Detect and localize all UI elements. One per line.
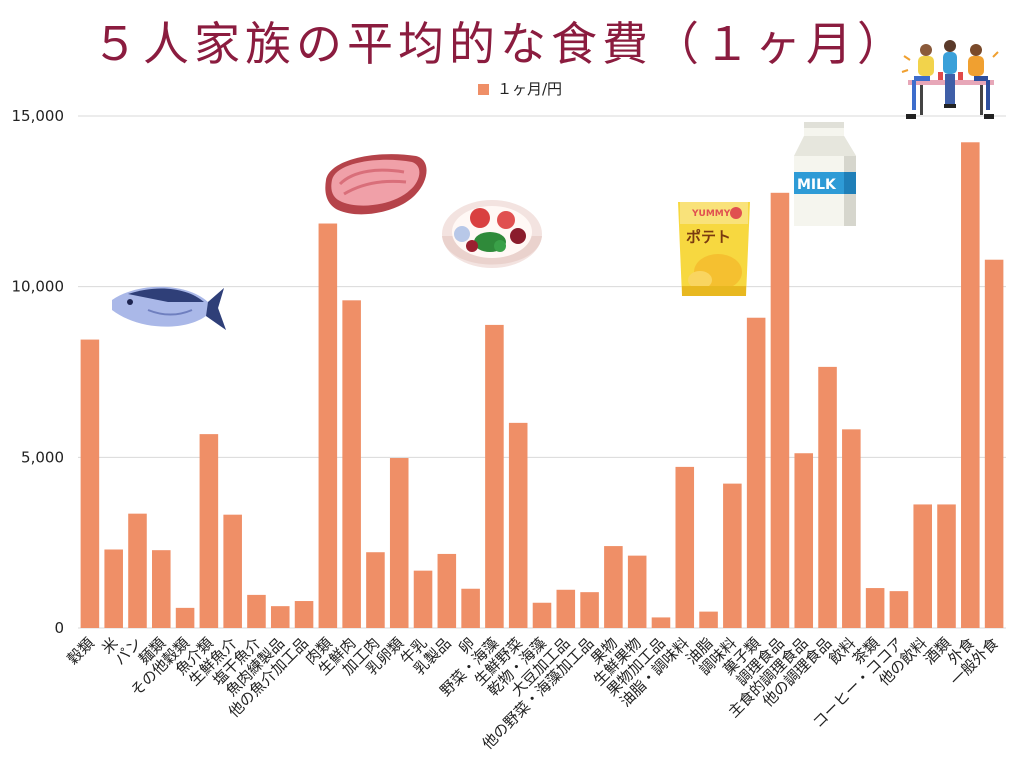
milk-label: MILK	[797, 177, 837, 193]
bar-29	[770, 192, 790, 629]
chart-title: ５人家族の平均的な食費（１ヶ月）	[92, 17, 908, 71]
bar-24	[651, 617, 671, 628]
salad-bowl-icon	[442, 200, 542, 268]
bar-25	[675, 466, 695, 628]
bar-19	[532, 602, 552, 628]
bar-22	[604, 546, 623, 628]
x-axis-ticks: 穀類 米パン麺類その他穀類魚介類生鮮魚介塩干魚介魚肉練製品他の魚介加工品肉類生鮮肉…	[64, 634, 1002, 753]
potato-chips-icon: YUMMY ポテト	[678, 202, 750, 296]
steak-icon	[325, 154, 427, 215]
bar-3	[152, 550, 171, 628]
legend-swatch	[478, 84, 489, 95]
chart-bars	[80, 142, 1004, 629]
bar-4	[175, 607, 195, 628]
y-tick-label: 5,000	[21, 448, 64, 466]
bar-8	[270, 606, 290, 628]
x-tick-label: 穀類	[64, 634, 98, 668]
bar-18	[508, 422, 528, 628]
bar-23	[627, 555, 647, 628]
bar-6	[223, 514, 242, 628]
bar-30	[794, 453, 814, 628]
bar-0	[80, 339, 100, 628]
chips-brand: YUMMY	[691, 209, 731, 219]
bar-14	[413, 570, 433, 628]
bar-33	[865, 588, 885, 628]
bar-36	[937, 504, 956, 628]
legend-label: １ヶ月/円	[497, 80, 563, 98]
bar-37	[961, 142, 980, 629]
bar-38	[984, 259, 1004, 628]
bar-12	[366, 552, 385, 628]
fish-icon	[112, 286, 226, 330]
bar-34	[889, 591, 909, 628]
bar-7	[247, 594, 266, 628]
bar-17	[485, 324, 504, 628]
y-tick-label: 0	[54, 619, 64, 637]
bar-15	[437, 553, 457, 628]
bar-9	[294, 601, 314, 628]
bar-28	[746, 317, 766, 628]
bar-2	[128, 513, 147, 628]
bar-35	[913, 504, 932, 628]
bar-13	[389, 458, 409, 628]
chart-legend: １ヶ月/円	[478, 78, 562, 99]
bar-32	[842, 429, 861, 628]
bar-21	[580, 592, 599, 628]
bar-26	[699, 611, 718, 628]
bar-31	[818, 366, 837, 628]
bar-5	[199, 434, 219, 628]
bar-10	[318, 223, 338, 628]
y-axis-ticks: 0 5,000 10,000 15,000	[12, 107, 65, 637]
bar-20	[556, 589, 576, 628]
bar-27	[723, 483, 742, 628]
chips-name: ポテト	[686, 228, 731, 246]
y-tick-label: 10,000	[12, 278, 65, 296]
y-tick-label: 15,000	[12, 107, 65, 125]
bar-16	[461, 588, 480, 628]
milk-carton-icon: MILK	[794, 122, 856, 226]
bar-1	[104, 549, 123, 628]
family-dining-illustration	[901, 40, 999, 119]
bar-11	[342, 300, 361, 628]
